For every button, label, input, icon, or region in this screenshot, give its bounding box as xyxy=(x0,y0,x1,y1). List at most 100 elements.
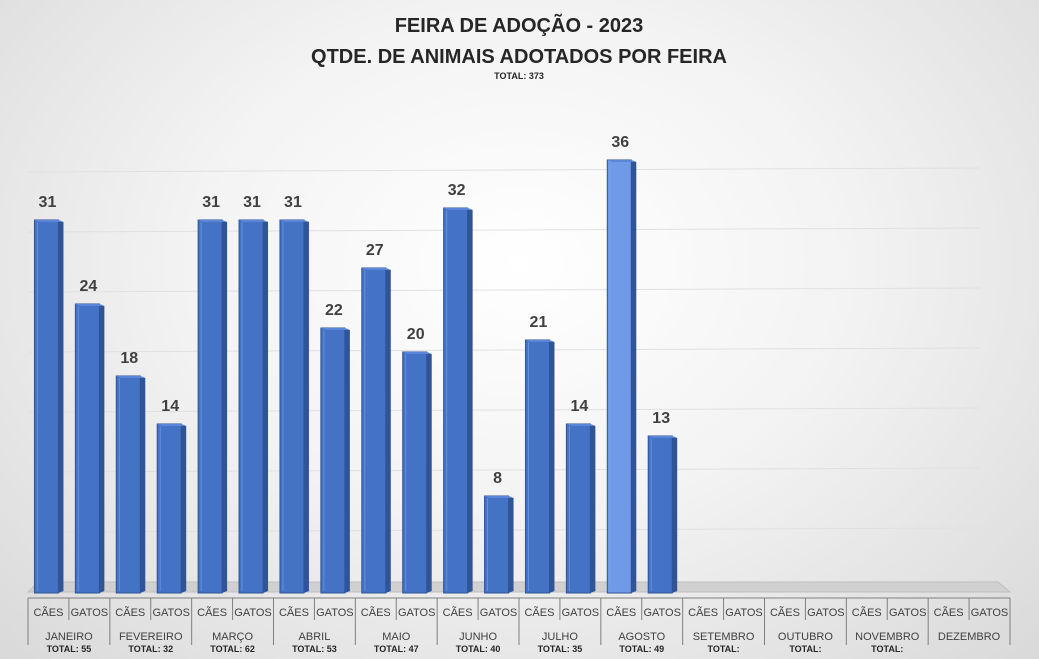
data-label: 8 xyxy=(493,470,502,487)
bar xyxy=(238,219,269,594)
tick-label-subcategory: GATOS xyxy=(234,607,272,619)
bar-side xyxy=(181,424,187,593)
bar-front xyxy=(606,159,632,594)
tick-label-subcategory: GATOS xyxy=(807,607,845,619)
grid-lines xyxy=(27,167,981,533)
data-label: 18 xyxy=(120,350,138,367)
tick-label-subcategory: CÃES xyxy=(606,606,636,619)
bar-front xyxy=(443,207,469,594)
data-label: 32 xyxy=(448,182,466,199)
grid-line xyxy=(27,347,981,353)
tick-label-subcategory: GATOS xyxy=(889,607,927,619)
grid-line xyxy=(27,167,981,173)
month-total-label: TOTAL: xyxy=(707,644,739,654)
bar-front xyxy=(156,423,182,594)
bar-front xyxy=(402,351,428,594)
tick-label-subcategory: CÃES xyxy=(852,606,882,619)
bar xyxy=(197,219,228,594)
bar-front xyxy=(647,435,673,594)
bar-front xyxy=(74,303,100,594)
data-label: 31 xyxy=(284,194,302,211)
bar-top xyxy=(402,352,432,354)
bar-front xyxy=(115,375,141,594)
bar-top xyxy=(34,220,64,222)
tick-label-month: NOVEMBRO xyxy=(855,631,920,643)
tick-label-month: AGOSTO xyxy=(618,631,665,643)
bar-side xyxy=(508,496,514,593)
data-label: 31 xyxy=(202,194,220,211)
data-label: 20 xyxy=(407,326,425,343)
data-label: 27 xyxy=(366,242,384,259)
bar-front xyxy=(33,219,59,594)
tick-label-subcategory: CÃES xyxy=(115,606,145,619)
grid-line xyxy=(27,287,981,293)
bar xyxy=(74,303,105,594)
bar xyxy=(524,339,555,594)
tick-label-month: ABRIL xyxy=(299,631,331,643)
bar-top xyxy=(566,424,596,426)
bar-side xyxy=(99,304,105,593)
tick-label-subcategory: GATOS xyxy=(725,607,763,619)
grid-line xyxy=(27,467,981,473)
bar-front xyxy=(320,327,346,594)
bar xyxy=(361,267,391,594)
month-total-label: TOTAL: 53 xyxy=(292,644,337,654)
bar-side xyxy=(672,436,678,593)
month-total-label: TOTAL: 55 xyxy=(47,644,92,654)
data-label: 31 xyxy=(243,194,261,211)
grid-line xyxy=(27,227,981,233)
bar-top xyxy=(198,220,228,222)
tick-label-month: JUNHO xyxy=(459,631,497,643)
tick-label-subcategory: CÃES xyxy=(279,606,309,619)
data-label: 13 xyxy=(652,410,670,427)
month-total-label: TOTAL: 49 xyxy=(619,644,664,654)
bar xyxy=(484,495,514,594)
month-total-label: TOTAL: 62 xyxy=(210,644,255,654)
data-label: 21 xyxy=(530,314,548,331)
bar xyxy=(115,375,146,594)
bar-side xyxy=(426,352,432,593)
tick-label-subcategory: GATOS xyxy=(480,607,518,619)
tick-label-month: FEVEREIRO xyxy=(119,631,183,643)
data-labels: 31 24 18 14 31 31 31 22 27 20 32 8 21 14 36 13 xyxy=(39,134,671,487)
bar-top xyxy=(157,424,187,426)
tick-label-subcategory: GATOS xyxy=(562,607,600,619)
tick-label-month: SETEMBRO xyxy=(693,631,755,643)
bar-top xyxy=(320,328,350,330)
tick-label-month: JANEIRO xyxy=(45,631,93,643)
data-label: 31 xyxy=(39,194,57,211)
tick-label-month: MAIO xyxy=(382,631,411,643)
data-label: 36 xyxy=(611,134,629,151)
tick-label-subcategory: CÃES xyxy=(688,606,718,619)
data-label: 24 xyxy=(79,278,97,295)
bar-top xyxy=(648,436,678,438)
tick-label-subcategory: GATOS xyxy=(971,607,1009,619)
tick-label-subcategory: CÃES xyxy=(524,606,554,619)
bars xyxy=(33,159,678,594)
bar-side xyxy=(222,220,228,593)
tick-label-subcategory: CÃES xyxy=(197,606,227,619)
tick-label-subcategory: GATOS xyxy=(643,607,681,619)
month-total-label: TOTAL: 47 xyxy=(374,644,419,654)
bar-top xyxy=(607,160,637,162)
bar-side xyxy=(58,220,64,593)
data-label: 14 xyxy=(161,398,179,415)
tick-label-subcategory: CÃES xyxy=(33,606,63,619)
bar-top xyxy=(239,220,269,222)
chart-total: TOTAL: 373 xyxy=(494,71,544,81)
bar-side xyxy=(631,160,637,593)
month-total-label: TOTAL: 35 xyxy=(538,644,583,654)
bar-front xyxy=(361,267,387,594)
bar-side xyxy=(303,220,309,593)
bar xyxy=(647,435,678,594)
bar-top xyxy=(525,340,555,342)
bar-side xyxy=(263,220,269,593)
tick-label-subcategory: CÃES xyxy=(934,606,964,619)
tick-label-subcategory: CÃES xyxy=(770,606,800,619)
bar-side xyxy=(344,328,350,593)
bar-top xyxy=(361,268,391,270)
tick-label-month: JULHO xyxy=(542,631,579,643)
bar-top xyxy=(484,496,514,498)
